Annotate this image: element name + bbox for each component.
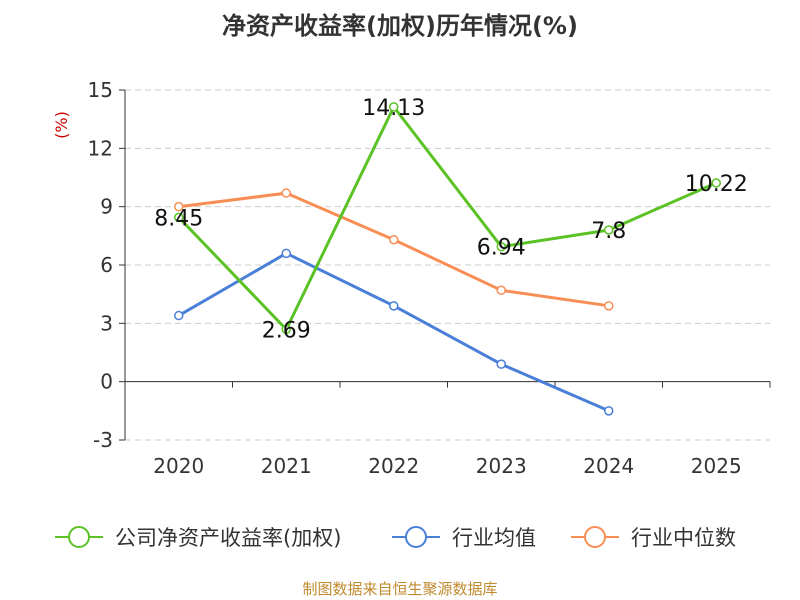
x-tick-label: 2020 [153,454,204,478]
chart-title: 净资产收益率(加权)历年情况(%) [222,12,578,40]
series-2 [174,188,614,311]
y-tick-label: 15 [88,78,113,102]
data-point [496,359,506,369]
data-label: 10.22 [685,172,748,197]
y-tick-label: 3 [100,311,113,335]
legend-marker [405,526,427,548]
data-point [496,241,506,252]
legend-label: 行业均值 [452,526,536,550]
data-point [604,406,614,416]
y-tick-label: 9 [100,195,113,219]
data-label: 2.69 [262,318,311,343]
data-point [389,102,399,112]
data-point [174,212,184,223]
y-tick-label: 6 [100,253,113,277]
legend-item-2[interactable]: 行业中位数 [571,526,736,550]
legend-label: 行业中位数 [631,526,736,550]
data-point [604,301,614,311]
legend-label: 公司净资产收益率(加权) [115,526,341,550]
data-point [281,188,291,198]
legend-item-1[interactable]: 行业均值 [392,526,536,550]
x-tick-label: 2023 [476,454,527,478]
legend-marker [584,526,606,548]
legend-item-0[interactable]: 公司净资产收益率(加权) [55,526,341,550]
series-layer [174,102,721,416]
data-point [174,201,184,212]
legend-marker [68,526,90,548]
y-tick-labels: -3 0 3 6 9 12 15 [88,78,113,452]
y-tick-label: 0 [100,370,113,394]
x-tick-label: 2025 [691,454,742,478]
data-point [174,310,184,321]
data-point [604,225,614,235]
series-line [178,191,610,308]
data-labels: 8.45 2.69 14.13 6.94 7.8 10.22 [154,96,747,343]
data-point [281,248,291,259]
legend[interactable]: 公司净资产收益率(加权) 行业均值 行业中位数 [55,526,736,550]
data-label: 8.45 [154,206,203,231]
series-line [177,105,717,331]
x-tick-label: 2021 [261,454,312,478]
x-tick-label: 2024 [583,454,634,478]
axes [119,89,771,441]
data-point [496,285,506,296]
source-note: 制图数据来自恒生聚源数据库 [302,580,497,598]
y-tick-label: 12 [88,136,113,160]
series-0 [174,102,721,335]
data-label: 14.13 [362,96,425,121]
series-1 [174,248,614,416]
data-point [281,324,291,335]
y-axis-label: (%) [52,111,71,139]
data-label: 7.8 [591,219,626,244]
data-point [711,178,721,188]
data-point [389,301,399,311]
series-line [178,251,610,413]
x-tick-labels: 2020 2021 2022 2023 2024 2025 [153,454,741,478]
data-point [389,234,399,245]
y-tick-label: -3 [93,428,113,452]
data-label: 6.94 [477,236,526,261]
x-tick-label: 2022 [368,454,419,478]
